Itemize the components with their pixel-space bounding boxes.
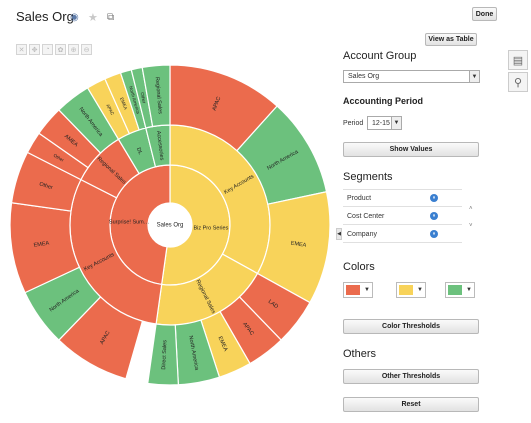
sunburst-label-level-1-0: Biz Pro Series [193, 225, 228, 231]
show-values-button[interactable]: Show Values [343, 142, 479, 157]
move-up-icon[interactable]: ˄ [469, 206, 473, 212]
sunburst-label-level-3-16: EMEA [119, 97, 128, 111]
account-group-heading: Account Group [343, 50, 417, 62]
sunburst-label-level-3-3: LAD [267, 299, 279, 310]
view-as-table-button[interactable]: View as Table [425, 33, 477, 46]
chevron-down-icon: ▼ [466, 287, 472, 293]
period-value: 12-15 [372, 119, 390, 127]
sunburst-label-level-2-4: DL [135, 147, 143, 156]
sunburst-label-level-3-11: Other [38, 181, 53, 191]
color-swatch-red [346, 285, 360, 295]
chevron-down-icon: ▼ [364, 287, 370, 293]
search-icon[interactable]: ⚲ [508, 72, 528, 92]
chevron-down-icon: ▼ [469, 71, 479, 82]
period-label: Period [343, 120, 364, 127]
move-icon[interactable]: ⏸ [430, 230, 438, 238]
chevron-down-icon: ▼ [391, 117, 401, 129]
sunburst-label-level-3-7: Direct Sales [161, 340, 168, 370]
sunburst-label-level-3-12: Other [53, 153, 66, 163]
account-group-value: Sales Org [348, 73, 380, 80]
colors-heading: Colors [343, 261, 375, 273]
color-thresholds-button[interactable]: Color Thresholds [343, 319, 479, 334]
accounting-period-heading: Accounting Period [343, 96, 424, 106]
sunburst-label-level-3-5: EMEA [217, 336, 229, 353]
done-button[interactable]: Done [472, 7, 497, 21]
window-icon[interactable]: ⧉ [107, 12, 115, 23]
period-select[interactable]: 12-15 ▼ [367, 116, 402, 130]
sunburst-label-level-3-19: Regional Sales [154, 77, 163, 115]
sunburst-label-center-0: Sales Org [157, 223, 184, 229]
sunburst-label-level-1-1: Surprise! Sum… [109, 220, 149, 226]
segments-heading: Segments [343, 171, 393, 183]
move-down-icon[interactable]: ˅ [469, 223, 473, 229]
panel-toggle-icon[interactable]: ◀ [336, 228, 342, 240]
collapse-icon[interactable]: ✕ [16, 44, 27, 55]
color-picker-yellow[interactable]: ▼ [396, 282, 426, 298]
document-icon[interactable]: ▤ [508, 50, 528, 70]
segments-divider [343, 189, 462, 190]
expand-icon[interactable]: ✥ [29, 44, 40, 55]
favorite-star-icon[interactable]: ★ [88, 12, 98, 24]
sunburst-label-level-3-18: Other [140, 92, 147, 105]
sunburst-segment-level-3-7[interactable] [147, 323, 180, 386]
zoom-out-icon[interactable]: ⊖ [81, 44, 92, 55]
sunburst-segment-level-3-19[interactable] [141, 64, 171, 128]
segment-item-company[interactable]: Company ⏸ [343, 226, 462, 243]
color-picker-red[interactable]: ▼ [343, 282, 373, 298]
move-icon[interactable]: ⏸ [430, 212, 438, 220]
others-heading: Others [343, 348, 377, 360]
sunburst-label-level-3-15: APAC [105, 103, 115, 117]
segment-item-product[interactable]: Product ⏸ [343, 190, 462, 207]
sunburst-label-level-3-0: APAC [212, 96, 223, 112]
account-group-select[interactable]: Sales Org ▼ [343, 70, 480, 83]
chart-toolbar: ✕ ✥ ◔ ✿ ⊕ ⊖ [16, 44, 92, 55]
color-swatch-green [448, 285, 462, 295]
segment-item-cost-center[interactable]: Cost Center ⏸ [343, 208, 462, 225]
zoom-in-icon[interactable]: ⊕ [68, 44, 79, 55]
page-title: Sales Org [16, 9, 74, 24]
globe-icon[interactable]: ◉ [70, 12, 79, 23]
settings-icon[interactable]: ✿ [55, 44, 66, 55]
other-thresholds-button[interactable]: Other Thresholds [343, 369, 479, 384]
sunburst-label-level-3-10: EMEA [33, 240, 50, 248]
reset-button[interactable]: Reset [343, 397, 479, 412]
color-picker-green[interactable]: ▼ [445, 282, 475, 298]
move-icon[interactable]: ⏸ [430, 194, 438, 202]
reset-view-icon[interactable]: ◔ [42, 44, 53, 55]
chevron-down-icon: ▼ [417, 287, 423, 293]
sunburst-label-level-3-2: EMEA [290, 241, 307, 249]
sunburst-label-level-2-5: Accessories [155, 131, 165, 161]
color-swatch-yellow [399, 285, 413, 295]
